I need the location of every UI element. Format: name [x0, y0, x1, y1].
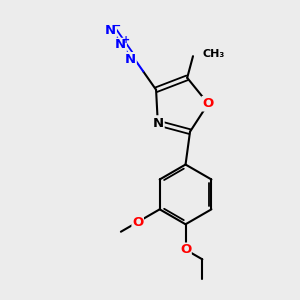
Text: N: N [105, 24, 116, 37]
Text: N: N [115, 38, 126, 51]
Text: O: O [180, 243, 191, 256]
Text: CH₃: CH₃ [202, 49, 225, 59]
Text: +: + [122, 35, 130, 45]
Text: O: O [202, 97, 214, 110]
Text: O: O [132, 215, 143, 229]
Text: −: − [111, 21, 121, 31]
Text: N: N [125, 52, 136, 66]
Text: N: N [152, 117, 164, 130]
